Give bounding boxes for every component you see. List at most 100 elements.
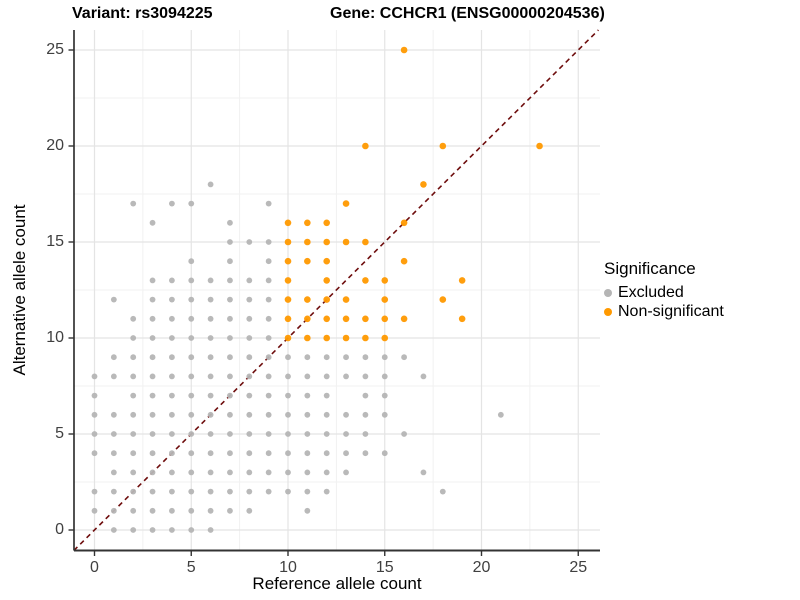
scatter-point-excluded [246, 469, 253, 476]
scatter-point-excluded [246, 239, 253, 245]
legend-title: Significance [604, 259, 696, 278]
scatter-point-non-significant [323, 296, 331, 303]
scatter-point-excluded [246, 392, 253, 399]
scatter-point-excluded [91, 392, 98, 399]
scatter-point-excluded [246, 354, 253, 361]
scatter-point-excluded [265, 450, 272, 457]
scatter-point-excluded [149, 431, 156, 437]
scatter-point-excluded [207, 488, 214, 495]
scatter-point-excluded [130, 507, 137, 514]
scatter-point-excluded [381, 450, 388, 457]
scatter-point-non-significant [342, 315, 350, 323]
scatter-point-excluded [91, 431, 98, 437]
y-tick-label: 5 [55, 425, 64, 442]
scatter-point-excluded [227, 469, 233, 476]
scatter-point-non-significant [381, 296, 389, 303]
scatter-point-non-significant [342, 334, 350, 342]
scatter-point-excluded [188, 296, 195, 303]
scatter-point-excluded [188, 335, 195, 341]
scatter-point-excluded [265, 296, 272, 303]
legend-item-label: Excluded [618, 283, 684, 301]
scatter-point-excluded [169, 373, 175, 380]
scatter-point-excluded [265, 431, 272, 437]
scatter-point-excluded [304, 373, 311, 380]
scatter-point-non-significant [400, 315, 408, 323]
scatter-point-excluded [169, 527, 175, 533]
y-axis-title: Alternative allele count [10, 204, 29, 376]
scatter-point-excluded [169, 315, 175, 322]
scatter-point-excluded [207, 527, 214, 533]
scatter-point-excluded [362, 411, 369, 418]
scatter-point-excluded [188, 258, 195, 265]
scatter-point-excluded [130, 373, 137, 380]
scatter-point-excluded [246, 488, 253, 495]
scatter-point-non-significant [400, 219, 408, 227]
scatter-point-excluded [91, 373, 98, 380]
scatter-point-excluded [149, 450, 156, 457]
scatter-point-non-significant [536, 142, 543, 150]
scatter-point-excluded [227, 450, 233, 457]
legend-item-excluded: Excluded [604, 283, 724, 302]
scatter-point-excluded [420, 469, 427, 476]
y-tick-label: 15 [46, 233, 64, 250]
scatter-point-excluded [304, 469, 311, 476]
scatter-point-excluded [265, 392, 272, 399]
scatter-point-excluded [149, 354, 156, 361]
scatter-point-excluded [169, 411, 175, 418]
scatter-point-excluded [110, 296, 117, 303]
scatter-point-excluded [169, 296, 175, 303]
scatter-point-excluded [207, 507, 214, 514]
scatter-point-excluded [169, 354, 175, 361]
scatter-point-non-significant [284, 238, 292, 246]
scatter-point-excluded [149, 315, 156, 322]
scatter-point-excluded [265, 200, 272, 207]
scatter-point-excluded [91, 507, 98, 514]
scatter-point-excluded [207, 315, 214, 322]
scatter-point-excluded [207, 411, 214, 418]
scatter-point-excluded [343, 431, 349, 437]
scatter-point-excluded [91, 488, 98, 495]
scatter-point-excluded [169, 277, 175, 284]
x-axis-title: Reference allele count [252, 574, 422, 593]
y-tick-label: 0 [55, 521, 64, 538]
scatter-point-excluded [207, 296, 214, 303]
scatter-point-non-significant [323, 257, 331, 265]
scatter-point-excluded [149, 527, 156, 533]
scatter-point-excluded [304, 450, 311, 457]
scatter-point-non-significant [304, 296, 311, 303]
scatter-point-excluded [149, 296, 156, 303]
scatter-point-excluded [207, 181, 214, 188]
scatter-point-excluded [227, 354, 233, 361]
scatter-point-non-significant [304, 315, 311, 323]
scatter-point-excluded [265, 469, 272, 476]
scatter-point-non-significant [323, 315, 331, 323]
scatter-point-excluded [207, 335, 214, 341]
scatter-point-non-significant [400, 257, 408, 265]
scatter-point-excluded [246, 335, 253, 341]
scatter-point-excluded [439, 488, 446, 495]
scatter-point-excluded [227, 277, 233, 284]
scatter-point-excluded [188, 411, 195, 418]
scatter-point-excluded [227, 488, 233, 495]
scatter-point-excluded [227, 431, 233, 437]
scatter-point-excluded [362, 354, 369, 361]
scatter-point-excluded [265, 258, 272, 265]
scatter-point-non-significant [420, 181, 427, 188]
y-tick-label: 20 [46, 137, 64, 154]
scatter-point-excluded [188, 527, 195, 533]
scatter-point-excluded [207, 373, 214, 380]
scatter-point-excluded [188, 507, 195, 514]
scatter-point-excluded [130, 488, 137, 495]
scatter-point-excluded [91, 450, 98, 457]
scatter-point-excluded [169, 392, 175, 399]
scatter-point-excluded [362, 392, 369, 399]
scatter-point-excluded [285, 450, 291, 457]
scatter-point-excluded [188, 354, 195, 361]
scatter-point-excluded [110, 411, 117, 418]
scatter-point-excluded [343, 469, 349, 476]
scatter-point-non-significant [439, 142, 447, 150]
scatter-point-excluded [381, 411, 388, 418]
scatter-point-excluded [227, 315, 233, 322]
scatter-point-excluded [285, 373, 291, 380]
